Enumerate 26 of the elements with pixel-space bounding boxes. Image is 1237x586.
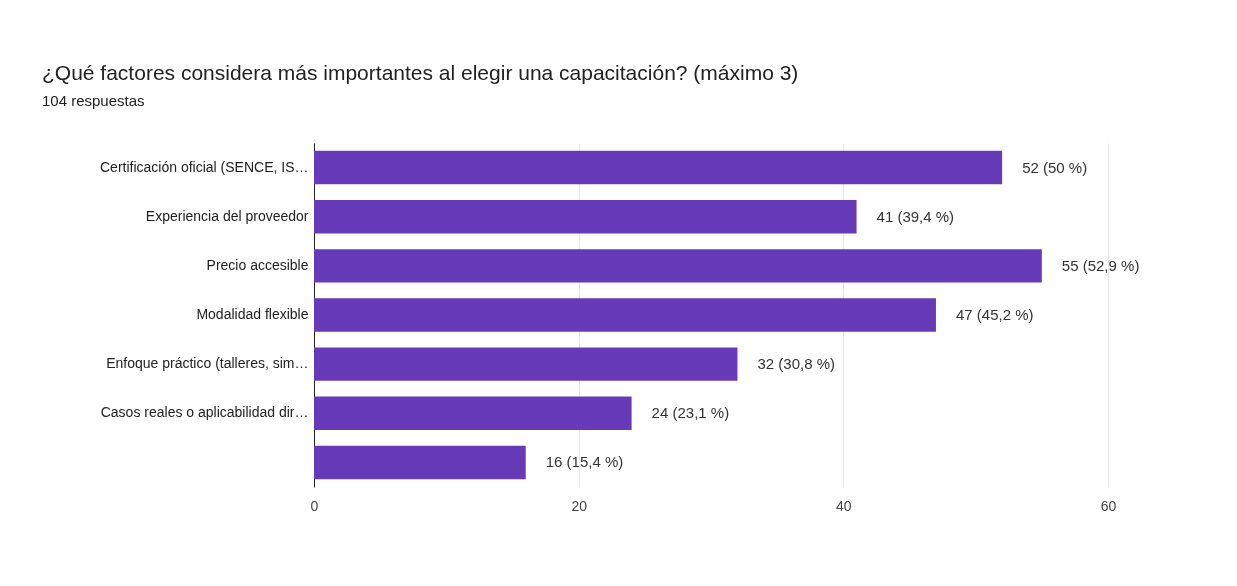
data-label: 41 (39,4 %) xyxy=(876,207,955,225)
x-tick-label: 20 xyxy=(571,497,588,514)
bar xyxy=(314,150,1003,185)
data-label: 55 (52,9 %) xyxy=(1061,256,1140,274)
x-tick-label: 60 xyxy=(1100,497,1117,514)
bar xyxy=(314,396,632,430)
bar xyxy=(314,347,738,381)
data-label: 52 (50 %) xyxy=(1022,158,1088,176)
y-tick-label: Precio accesible xyxy=(206,256,309,273)
y-tick-label: Experiencia del proveedor xyxy=(145,207,309,224)
chart-title: ¿Qué factores considera más importantes al elegir una capacitación? (máximo 3) xyxy=(42,61,799,84)
bar xyxy=(314,249,1042,283)
data-label: 47 (45,2 %) xyxy=(955,306,1034,323)
y-tick-label: Casos reales o aplicabilidad dir… xyxy=(100,404,309,421)
data-label: 16 (15,4 %) xyxy=(545,453,624,471)
data-label: 24 (23,1 %) xyxy=(651,404,730,422)
bar xyxy=(314,298,936,332)
bar xyxy=(314,200,857,234)
x-tick-label: 40 xyxy=(836,497,852,514)
y-tick-label: Certificación oficial (SENCE, IS… xyxy=(99,158,309,175)
text: 104 respuestas xyxy=(42,92,145,109)
x-tick-label: 0 xyxy=(310,497,319,514)
y-tick-label: Enfoque práctico (talleres, sim… xyxy=(106,355,309,372)
y-tick-label: Modalidad flexible xyxy=(196,306,309,322)
data-label: 32 (30,8 %) xyxy=(757,355,836,373)
bar xyxy=(314,445,526,480)
